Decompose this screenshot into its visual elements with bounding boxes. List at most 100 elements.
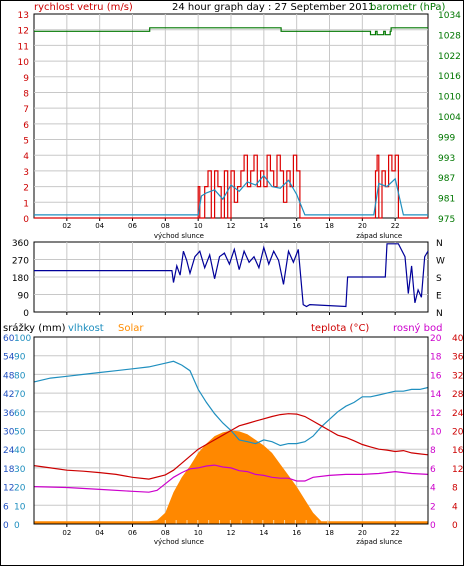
humidity-line — [33, 360, 429, 447]
humidity-axis-label: vlhkost — [68, 323, 104, 334]
pressure-tick-label: 993 — [438, 154, 455, 164]
sun-annotation: východ slunce — [154, 538, 204, 546]
wind-pressure-panel: 0123456789101112139759819879939991004101… — [18, 11, 462, 240]
humidity-tick-label: 70 — [14, 390, 26, 400]
temp-tick-label: 28 — [452, 390, 464, 400]
x-tick-label: 12 — [227, 222, 236, 230]
wind-tick-label: 3 — [23, 168, 29, 178]
sun-annotation: východ slunce — [154, 232, 204, 240]
wind-tick-label: 2 — [23, 184, 29, 194]
pressure-tick-label: 999 — [438, 133, 455, 143]
rain-tick-label: 6 — [3, 502, 9, 512]
dewpoint-tick-label: 14 — [430, 390, 442, 400]
x-tick-label: 04 — [95, 222, 104, 230]
temp-tick-label: 12 — [452, 465, 463, 475]
pressure-tick-label: 1004 — [438, 113, 461, 123]
temp-axis-label: teplota (°C) — [311, 323, 369, 334]
rain-tick-label: 36 — [3, 409, 15, 419]
wind-tick-label: 7 — [23, 105, 29, 115]
pressure-tick-label: 1022 — [438, 52, 461, 62]
dewpoint-axis-label: rosný bod — [393, 322, 442, 334]
humidity-tick-label: 80 — [14, 371, 26, 381]
rain-tick-label: 42 — [3, 390, 14, 400]
x-tick-label: 10 — [194, 529, 203, 537]
direction-tick-label: 0 — [23, 309, 29, 319]
rain-axis-label: srážky (mm) — [3, 322, 66, 334]
x-tick-label: 22 — [391, 529, 400, 537]
pressure-line — [34, 27, 428, 36]
humidity-tick-label: 30 — [14, 465, 26, 475]
x-tick-label: 02 — [62, 222, 71, 230]
wind-direction-line — [34, 243, 429, 308]
pressure-tick-label: 1028 — [438, 31, 461, 41]
rain-tick-label: 30 — [3, 428, 15, 438]
temperature-line — [33, 413, 429, 480]
x-tick-label: 20 — [358, 529, 367, 537]
wind-speed-line — [34, 174, 428, 216]
temp-tick-label: 40 — [452, 334, 464, 344]
x-tick-label: 22 — [391, 222, 400, 230]
wind-tick-label: 10 — [18, 58, 30, 68]
wind-axis-label: rychlost vetru (m/s) — [34, 2, 133, 13]
humidity-tick-label: 10 — [14, 502, 26, 512]
x-tick-label: 04 — [95, 529, 104, 537]
pressure-tick-label: 1010 — [438, 93, 461, 103]
rain-tick-label: 24 — [3, 446, 15, 456]
dewpoint-tick-label: 18 — [430, 353, 442, 363]
compass-tick-label: S — [436, 274, 442, 284]
compass-tick-label: N — [436, 309, 443, 319]
dewpoint-tick-label: 0 — [430, 521, 436, 531]
pressure-tick-label: 1016 — [438, 72, 461, 82]
plot-frame — [33, 336, 429, 525]
temp-tick-label: 4 — [452, 502, 458, 512]
pressure-axis-label: barometr (hPa) — [370, 2, 446, 13]
x-tick-label: 18 — [325, 222, 334, 230]
humidity-tick-label: 60 — [14, 409, 26, 419]
dewpoint-tick-label: 20 — [430, 334, 442, 344]
x-tick-label: 02 — [62, 529, 71, 537]
temp-tick-label: 0 — [452, 521, 458, 531]
direction-tick-label: 90 — [18, 292, 30, 302]
temp-tick-label: 24 — [452, 409, 464, 419]
pressure-tick-label: 987 — [438, 174, 455, 184]
direction-tick-label: 270 — [12, 257, 29, 267]
solar-axis-label: Solar — [118, 323, 144, 334]
rain-tick-label: 18 — [3, 465, 15, 475]
wind-tick-label: 12 — [18, 27, 29, 37]
direction-tick-label: 360 — [12, 239, 29, 249]
rain-tick-label: 48 — [3, 371, 15, 381]
dewpoint-line — [33, 464, 429, 493]
temp-tick-label: 16 — [452, 446, 464, 456]
dewpoint-tick-label: 16 — [430, 371, 442, 381]
humidity-tick-label: 0 — [14, 521, 20, 531]
dewpoint-tick-label: 4 — [430, 484, 436, 494]
rain-tick-label: 54 — [3, 353, 15, 363]
humidity-tick-label: 40 — [14, 446, 26, 456]
pressure-tick-label: 975 — [438, 215, 455, 225]
temp-tick-label: 8 — [452, 484, 458, 494]
x-tick-label: 14 — [259, 222, 268, 230]
wind-tick-label: 8 — [23, 89, 29, 99]
x-tick-label: 12 — [227, 529, 236, 537]
x-tick-label: 10 — [194, 222, 203, 230]
temp-tick-label: 20 — [452, 428, 464, 438]
wind-tick-label: 0 — [23, 215, 29, 225]
wind-tick-label: 9 — [23, 74, 29, 84]
wind-tick-label: 1 — [23, 199, 29, 209]
dewpoint-tick-label: 2 — [430, 502, 436, 512]
dewpoint-tick-label: 10 — [430, 428, 442, 438]
x-tick-label: 08 — [161, 529, 170, 537]
pressure-tick-label: 1034 — [438, 11, 461, 21]
wind-tick-label: 5 — [23, 137, 29, 147]
humidity-tick-label: 20 — [14, 484, 26, 494]
x-tick-label: 08 — [161, 222, 170, 230]
x-tick-label: 06 — [128, 222, 137, 230]
dewpoint-tick-label: 6 — [430, 465, 436, 475]
dewpoint-tick-label: 12 — [430, 409, 441, 419]
x-tick-label: 06 — [128, 529, 137, 537]
humidity-tick-label: 100 — [14, 334, 31, 344]
